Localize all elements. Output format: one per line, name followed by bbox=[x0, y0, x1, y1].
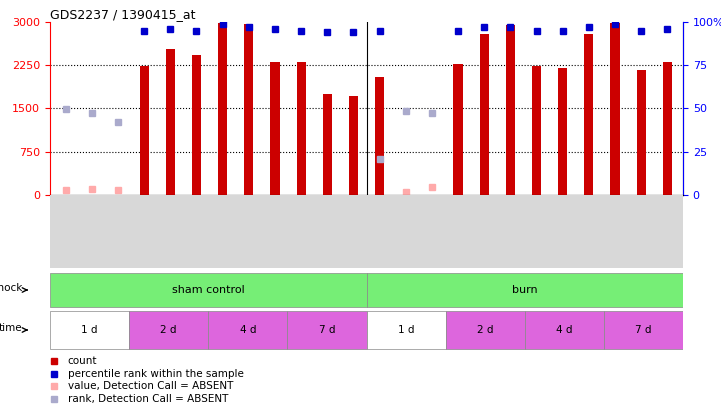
Text: percentile rank within the sample: percentile rank within the sample bbox=[68, 369, 244, 379]
Text: 1 d: 1 d bbox=[398, 325, 415, 335]
Text: 1 d: 1 d bbox=[81, 325, 98, 335]
Bar bbox=[296, 62, 306, 195]
Bar bbox=[244, 24, 253, 195]
Bar bbox=[323, 94, 332, 195]
Bar bbox=[349, 96, 358, 195]
Bar bbox=[208, 311, 288, 349]
Bar bbox=[366, 311, 446, 349]
Text: 2 d: 2 d bbox=[477, 325, 493, 335]
Text: 7 d: 7 d bbox=[319, 325, 335, 335]
Bar bbox=[218, 23, 227, 195]
Bar bbox=[140, 66, 149, 195]
Text: rank, Detection Call = ABSENT: rank, Detection Call = ABSENT bbox=[68, 394, 228, 404]
Text: count: count bbox=[68, 356, 97, 366]
Bar bbox=[525, 311, 604, 349]
Bar bbox=[454, 64, 463, 195]
Bar bbox=[446, 311, 525, 349]
Bar bbox=[129, 311, 208, 349]
Bar bbox=[558, 68, 567, 195]
Text: time: time bbox=[0, 323, 22, 333]
Bar bbox=[584, 34, 593, 195]
Text: shock: shock bbox=[0, 283, 22, 293]
Text: 4 d: 4 d bbox=[556, 325, 572, 335]
Bar bbox=[50, 311, 129, 349]
Text: 2 d: 2 d bbox=[161, 325, 177, 335]
Bar bbox=[366, 273, 683, 307]
Bar bbox=[192, 55, 201, 195]
Bar bbox=[532, 66, 541, 195]
Text: sham control: sham control bbox=[172, 285, 244, 295]
Bar bbox=[479, 34, 489, 195]
Bar bbox=[288, 311, 366, 349]
Bar bbox=[604, 311, 683, 349]
Bar bbox=[637, 70, 646, 195]
Bar bbox=[663, 62, 672, 195]
Text: GDS2237 / 1390415_at: GDS2237 / 1390415_at bbox=[50, 8, 195, 21]
Bar bbox=[611, 23, 619, 195]
Bar bbox=[166, 49, 175, 195]
Text: 4 d: 4 d bbox=[239, 325, 256, 335]
Text: burn: burn bbox=[512, 285, 538, 295]
Text: 7 d: 7 d bbox=[635, 325, 652, 335]
Bar bbox=[375, 77, 384, 195]
Bar bbox=[270, 62, 280, 195]
Bar bbox=[50, 273, 366, 307]
Text: value, Detection Call = ABSENT: value, Detection Call = ABSENT bbox=[68, 381, 233, 391]
Bar bbox=[506, 26, 515, 195]
